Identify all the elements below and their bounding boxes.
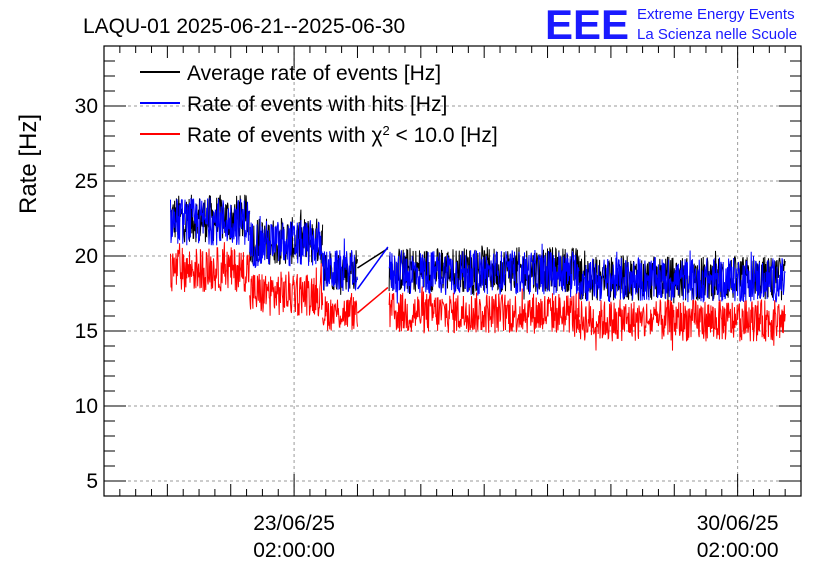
logo-line1: Extreme Energy Events <box>637 6 795 23</box>
ticks-layer: 5 10 15 20 25 30 23/06/25 02:00:00 30/06/25 02:00… <box>75 45 801 562</box>
legend-label-average: Average rate of events [Hz] <box>187 62 441 85</box>
y-tick-label: 5 <box>86 470 98 493</box>
x-tick-time: 02:00:00 <box>697 539 779 562</box>
y-axis-label: Rate [Hz] <box>15 114 42 214</box>
x-tick-date: 30/06/25 <box>697 512 779 535</box>
y-tick-label: 10 <box>75 395 98 418</box>
logo-line2: La Scienza nelle Scuole <box>637 26 797 43</box>
series-hits <box>170 197 786 304</box>
series-segment <box>388 245 580 300</box>
series-segment <box>322 292 358 331</box>
legend-label-chi2: Rate of events with χ2 < 10.0 [Hz] <box>187 123 498 148</box>
series-segment <box>388 286 580 337</box>
series-segment <box>249 263 324 317</box>
y-tick-label: 20 <box>75 245 98 268</box>
y-tick-label: 15 <box>75 320 98 343</box>
series-segment <box>170 197 251 246</box>
x-tick-time: 02:00:00 <box>253 539 335 562</box>
series-segment <box>578 299 786 351</box>
legend: Average rate of events [Hz] Rate of even… <box>140 62 498 147</box>
y-tick-label: 25 <box>75 170 98 193</box>
series-gap-line <box>356 286 389 314</box>
y-tick-label: 30 <box>75 95 98 118</box>
series-segment <box>578 250 786 303</box>
series-gap-line <box>357 247 389 269</box>
data-layer <box>170 194 786 351</box>
chart-title: LAQU-01 2025-06-21--2025-06-30 <box>83 15 405 38</box>
legend-label-hits: Rate of events with hits [Hz] <box>187 93 447 116</box>
series-segment <box>388 243 580 304</box>
series-segment <box>249 215 324 269</box>
eee-logo: EEE Extreme Energy Events La Scienza nel… <box>545 1 797 48</box>
series-gap-line <box>356 246 389 290</box>
logo-mark: EEE <box>545 1 629 48</box>
series-segment <box>170 242 251 293</box>
series-segment <box>322 238 358 292</box>
x-tick-date: 23/06/25 <box>253 512 335 535</box>
series-chi2 <box>170 242 786 351</box>
